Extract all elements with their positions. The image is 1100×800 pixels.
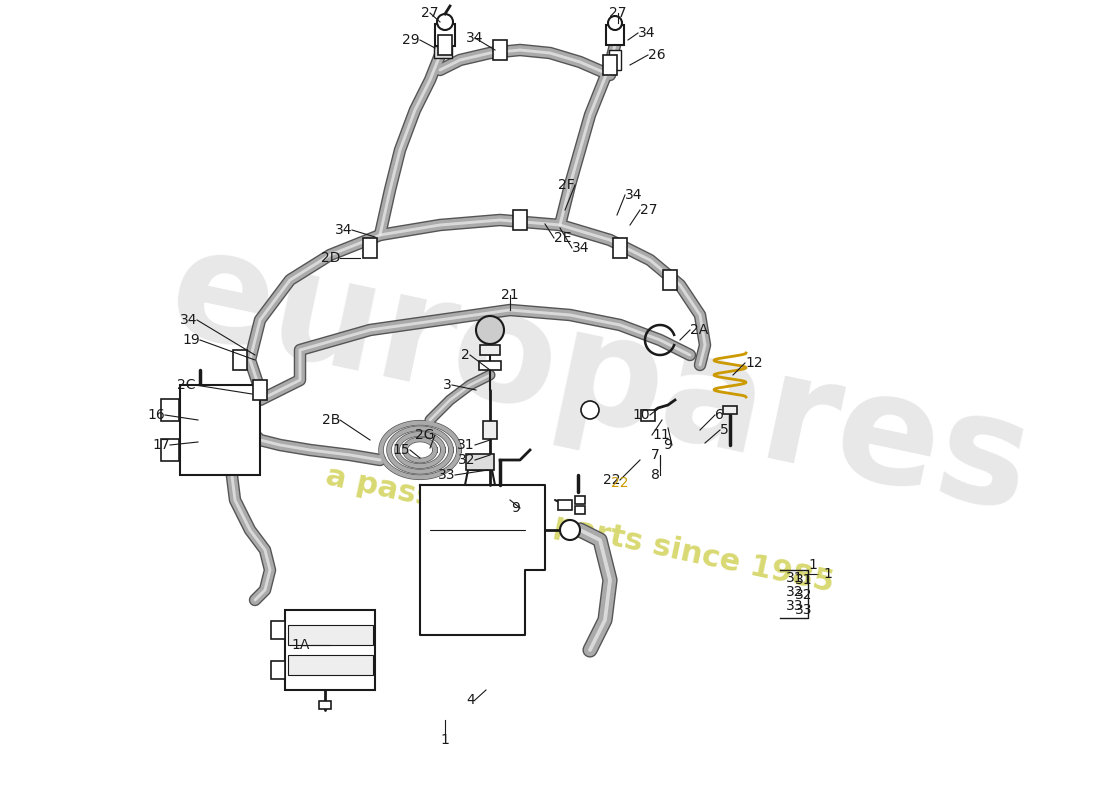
Text: 10: 10: [632, 408, 650, 422]
Text: 22: 22: [612, 476, 629, 490]
Text: 34: 34: [179, 313, 197, 327]
Text: 16: 16: [147, 408, 165, 422]
Text: 15: 15: [393, 443, 410, 457]
Bar: [606, 25, 624, 45]
Text: 2B: 2B: [321, 413, 340, 427]
Text: 8: 8: [651, 468, 660, 482]
Text: 6: 6: [715, 408, 724, 422]
Text: 34: 34: [638, 26, 656, 40]
Text: 11: 11: [652, 428, 670, 442]
Text: 2: 2: [461, 348, 470, 362]
Text: 22: 22: [603, 473, 620, 487]
Bar: [233, 350, 248, 370]
Text: 5: 5: [720, 423, 728, 437]
Bar: [609, 50, 622, 70]
Bar: [480, 345, 501, 355]
Bar: [434, 46, 452, 58]
Bar: [641, 410, 654, 421]
Text: 34: 34: [625, 188, 642, 202]
Bar: [575, 496, 585, 504]
Text: 2D: 2D: [320, 251, 340, 265]
Text: 33: 33: [786, 599, 804, 613]
Bar: [161, 399, 179, 421]
Text: 31: 31: [458, 438, 475, 452]
Text: 32: 32: [786, 585, 804, 599]
Text: 34: 34: [572, 241, 590, 255]
Text: 2E: 2E: [554, 231, 572, 245]
Text: 21: 21: [502, 288, 519, 302]
Text: 27: 27: [421, 6, 439, 20]
Text: 31: 31: [786, 571, 804, 585]
Text: 1: 1: [441, 733, 450, 747]
Circle shape: [608, 16, 622, 30]
Text: 12: 12: [745, 356, 762, 370]
Text: 1: 1: [823, 567, 832, 581]
Text: 9: 9: [512, 501, 520, 515]
Text: 32: 32: [795, 588, 813, 602]
Bar: [253, 380, 267, 400]
Text: 31: 31: [795, 573, 813, 587]
Text: 19: 19: [183, 333, 200, 347]
Text: 34: 34: [334, 223, 352, 237]
Bar: [287, 655, 373, 675]
Bar: [180, 385, 260, 475]
Bar: [513, 210, 527, 230]
Text: 1A: 1A: [292, 638, 310, 652]
Bar: [319, 701, 331, 709]
Text: 27: 27: [609, 6, 627, 20]
Text: 7: 7: [651, 448, 660, 462]
Bar: [483, 421, 497, 439]
Text: 3: 3: [443, 378, 452, 392]
Text: 2C: 2C: [176, 378, 195, 392]
Bar: [603, 55, 617, 75]
Text: europares: europares: [156, 216, 1044, 544]
Bar: [723, 406, 737, 414]
Text: 17: 17: [153, 438, 170, 452]
Bar: [466, 454, 494, 470]
Text: 2F: 2F: [558, 178, 575, 192]
Bar: [434, 24, 455, 46]
Circle shape: [476, 316, 504, 344]
Text: 9: 9: [663, 438, 672, 452]
Bar: [575, 506, 585, 514]
Bar: [363, 238, 377, 258]
Bar: [161, 439, 179, 461]
Text: 33: 33: [438, 468, 455, 482]
Circle shape: [560, 520, 580, 540]
Bar: [287, 625, 373, 645]
Bar: [558, 500, 572, 510]
Text: 32: 32: [458, 453, 475, 467]
Bar: [271, 661, 285, 679]
Bar: [438, 35, 452, 55]
Bar: [478, 361, 500, 370]
Text: 26: 26: [648, 48, 666, 62]
Text: 27: 27: [640, 203, 658, 217]
Text: 33: 33: [795, 603, 813, 617]
Text: 29: 29: [403, 33, 420, 47]
Bar: [663, 270, 676, 290]
Circle shape: [581, 401, 600, 419]
Circle shape: [437, 14, 453, 30]
Polygon shape: [420, 485, 544, 635]
Bar: [271, 621, 285, 639]
Text: 34: 34: [466, 31, 484, 45]
Bar: [613, 238, 627, 258]
Bar: [493, 40, 507, 60]
Text: 4: 4: [466, 693, 475, 707]
Bar: [285, 610, 375, 690]
Text: 1: 1: [808, 558, 817, 572]
Text: 2G: 2G: [416, 428, 434, 442]
Text: a passion for parts since 1985: a passion for parts since 1985: [323, 462, 837, 598]
Text: 2A: 2A: [690, 323, 708, 337]
